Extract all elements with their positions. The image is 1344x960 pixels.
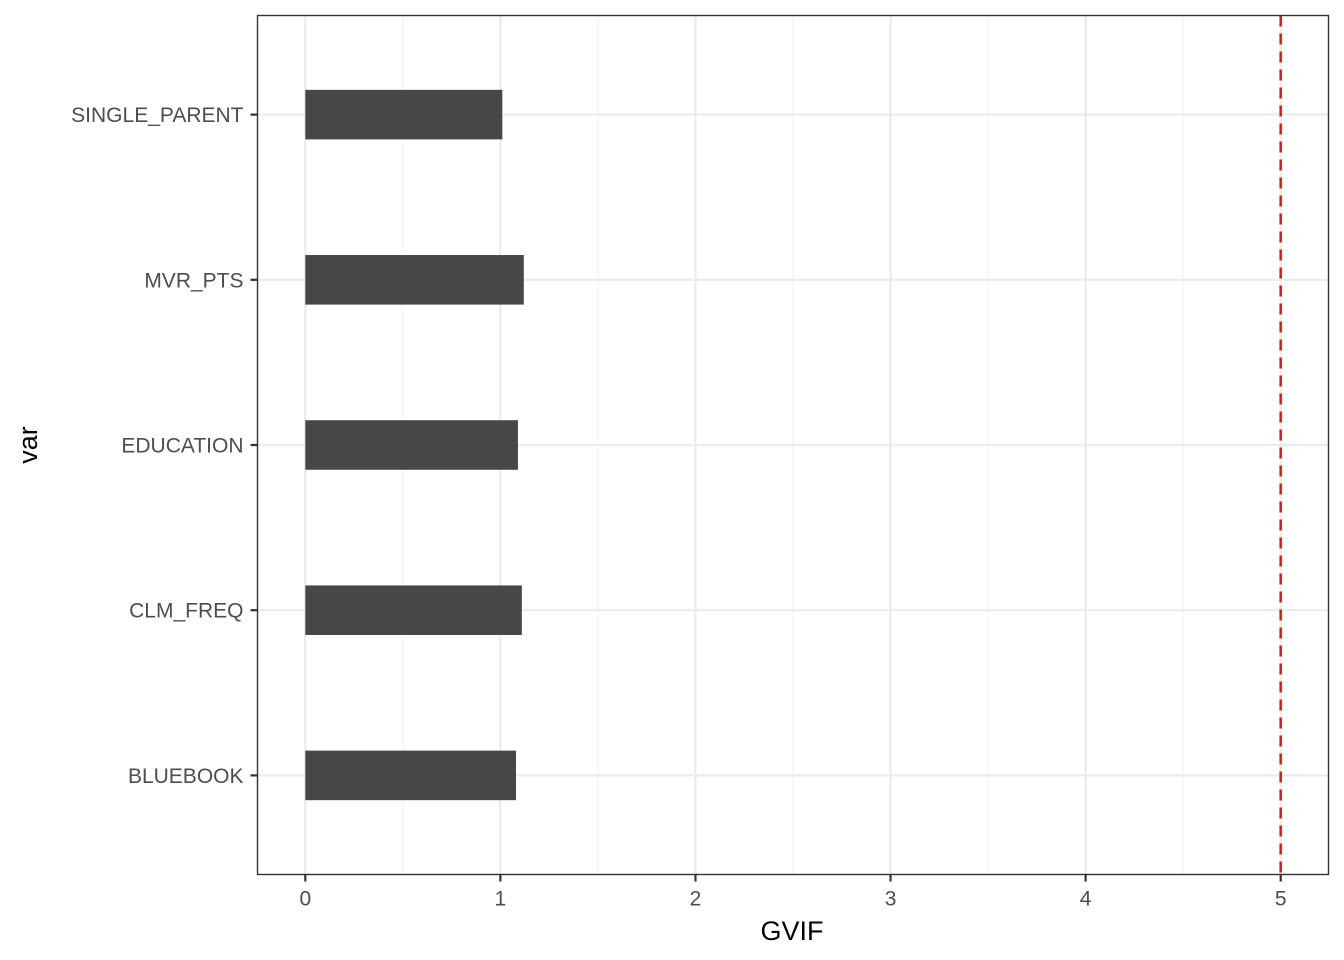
x-tick-label: 0 bbox=[299, 888, 311, 911]
bar-clm-freq bbox=[305, 585, 522, 635]
y-axis: BLUEBOOK CLM_FREQ EDUCATION MVR_PTS SINGLE_P… bbox=[71, 104, 258, 788]
bar-bluebook bbox=[305, 750, 516, 801]
x-tick-label: 2 bbox=[690, 888, 702, 911]
x-tick-label: 1 bbox=[495, 888, 507, 911]
bar-mvr-pts bbox=[305, 255, 524, 305]
x-tick-label: 4 bbox=[1080, 888, 1092, 911]
y-tick-label: EDUCATION bbox=[121, 435, 243, 458]
y-axis-title: var bbox=[13, 426, 43, 464]
y-tick-label: MVR_PTS bbox=[144, 269, 243, 292]
y-tick-label: CLM_FREQ bbox=[129, 600, 243, 623]
bars bbox=[305, 89, 524, 801]
x-axis-title: GVIF bbox=[760, 916, 823, 946]
x-tick-label: 5 bbox=[1275, 888, 1287, 911]
bar-single-parent bbox=[305, 89, 503, 140]
x-tick-label: 3 bbox=[885, 888, 897, 911]
y-tick-label: BLUEBOOK bbox=[128, 765, 244, 788]
y-tick-label: SINGLE_PARENT bbox=[71, 104, 243, 127]
x-axis: 0 1 2 3 4 5 bbox=[299, 874, 1287, 911]
bar-education bbox=[305, 420, 518, 470]
